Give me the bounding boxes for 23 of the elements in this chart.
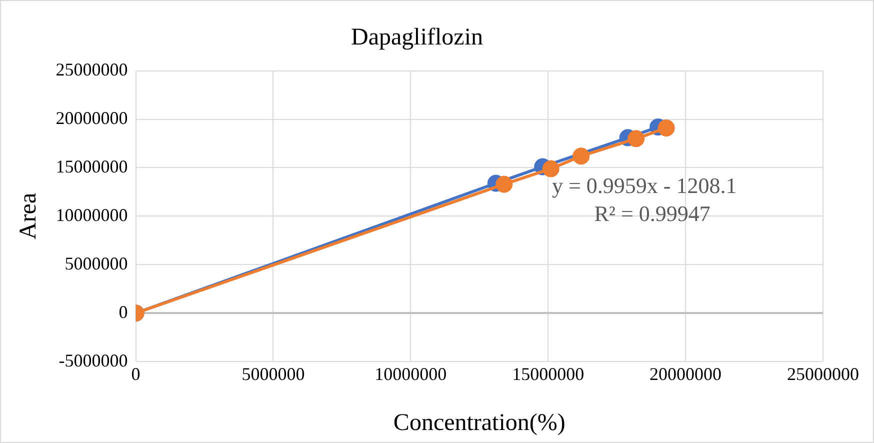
chart-title: Dapagliflozin	[351, 24, 483, 51]
y-tick-label: 15000000	[56, 156, 128, 176]
annotation: y = 0.9959x - 1208.1	[552, 172, 737, 198]
point	[496, 176, 513, 193]
x-tick-label: 20000000	[650, 364, 722, 384]
x-tick-label: 25000000	[787, 364, 859, 384]
x-tick-label: 0	[131, 364, 140, 384]
point	[628, 130, 645, 148]
point	[658, 119, 675, 136]
y-tick-label: 25000000	[56, 60, 128, 80]
y-tick-label: 20000000	[56, 108, 128, 128]
y-tick-label: -5000000	[58, 350, 128, 370]
x-tick-label: 15000000	[512, 364, 584, 384]
x-tick-label: 5000000	[242, 364, 305, 384]
y-tick-label: 10000000	[56, 204, 128, 225]
y-tick-label: 0	[118, 302, 128, 322]
y-axis-title: Area	[16, 192, 42, 240]
point	[542, 160, 560, 178]
x-axis-title: Concentration(%)	[393, 410, 566, 436]
x-tick-label: 10000000	[374, 364, 447, 384]
annotation: R² = 0.99947	[594, 200, 710, 226]
y-tick-label: 5000000	[64, 253, 128, 274]
point	[572, 148, 590, 165]
